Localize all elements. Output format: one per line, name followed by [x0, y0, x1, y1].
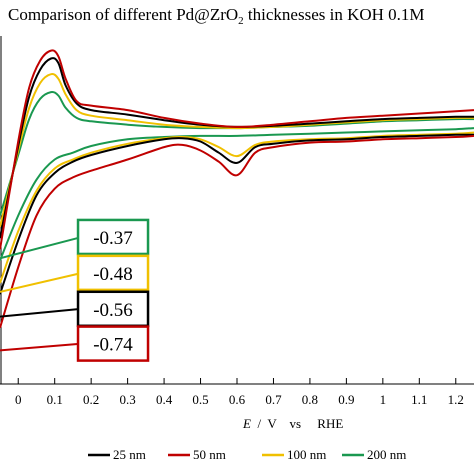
x-axis-label: E / V vs RHE: [242, 416, 343, 431]
x-tick-label: 0.4: [156, 392, 173, 407]
annotation-leader: [0, 342, 83, 352]
x-tick-label: 1: [380, 392, 387, 407]
series-line-100nm-anodic: [0, 73, 474, 228]
legend: 25 nm 50 nm 100 nm 200 nm: [88, 447, 406, 462]
x-tick-label: 0: [15, 392, 22, 407]
series-line-100nm-cathodic: [0, 131, 474, 284]
x-tick-label: 0.2: [83, 392, 99, 407]
x-tick-label: 0.1: [47, 392, 63, 407]
x-tick-label: 0.8: [302, 392, 318, 407]
x-tick-label: 1.2: [448, 392, 464, 407]
x-tick-layer: 0 0.1 0.2 0.3 0.4 0.5 0.6 0.7 0.8 0.9 1 1.1 1.2: [15, 378, 464, 407]
annotation-layer: -0.37 -0.48 -0.56 -0.74: [0, 218, 150, 362]
annotation-leader: [0, 235, 83, 260]
annotation-label: -0.74: [93, 335, 133, 356]
x-tick-label: 0.9: [338, 392, 354, 407]
annotation-label: -0.48: [93, 264, 133, 285]
annotation-box: [76, 325, 150, 362]
series-line-200nm-anodic: [0, 90, 474, 216]
annotation-box: [76, 254, 150, 292]
x-tick-label: 0.7: [265, 392, 282, 407]
series-line-50nm-anodic: [0, 49, 474, 250]
plot-frame: [0, 36, 474, 385]
series-line-25nm-cathodic: [0, 133, 474, 295]
legend-label: 200 nm: [367, 447, 406, 462]
chart-title: Comparison of different Pd@ZrO2 thicknes…: [8, 5, 425, 27]
annotation-leader: [0, 307, 83, 318]
legend-label: 100 nm: [287, 447, 326, 462]
annotation-label: -0.37: [93, 228, 133, 249]
series-layer: [0, 49, 474, 329]
annotation-box: [76, 218, 150, 256]
annotation-label: -0.56: [93, 300, 133, 321]
x-tick-label: 0.3: [119, 392, 135, 407]
series-line-200nm-cathodic: [0, 127, 474, 261]
annotation-box: [76, 290, 150, 328]
legend-label: 25 nm: [113, 447, 146, 462]
x-tick-label: 1.1: [411, 392, 427, 407]
x-tick-label: 0.6: [229, 392, 246, 407]
legend-label: 50 nm: [193, 447, 226, 462]
series-line-25nm-anodic: [0, 57, 474, 239]
series-line-50nm-cathodic: [0, 134, 474, 329]
x-tick-label: 0.5: [192, 392, 208, 407]
annotation-leader: [0, 271, 83, 293]
